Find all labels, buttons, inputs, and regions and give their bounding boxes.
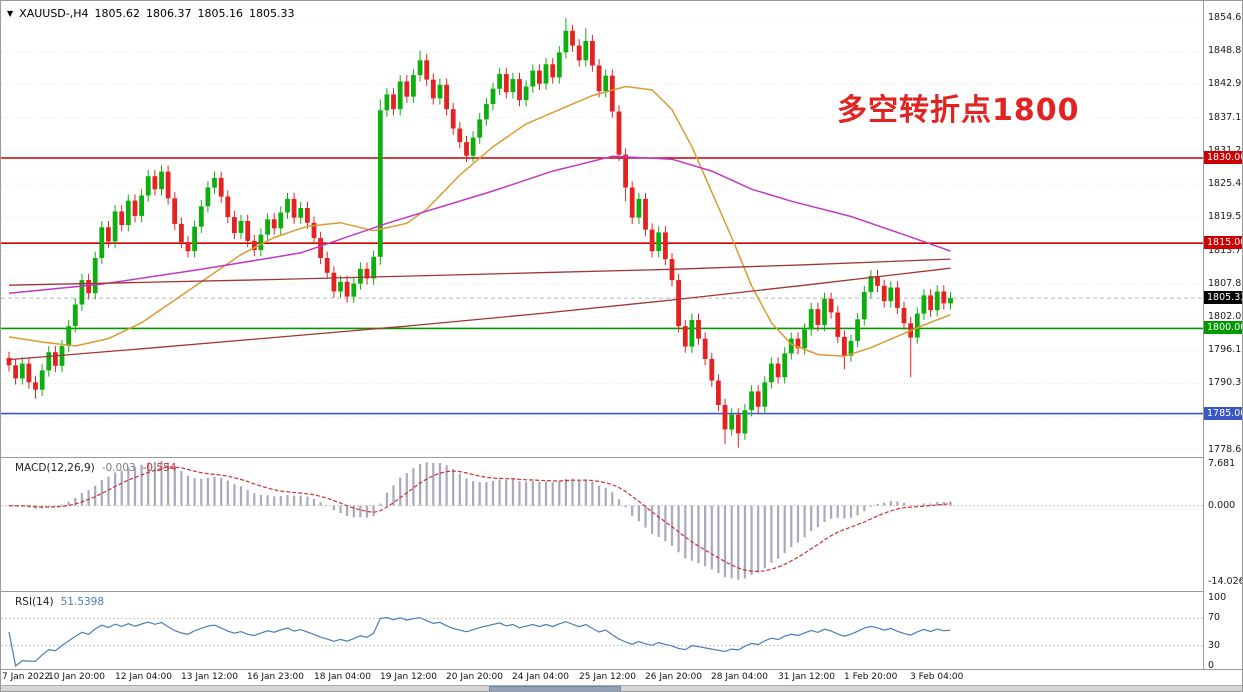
price-tick: 1778.60 [1208,444,1242,455]
time-label: 24 Jan 04:00 [512,672,569,682]
price-tick: 1831.25 [1208,145,1242,156]
price-axis[interactable]: 1854.65 1848.80 1842.95 1837.10 1831.25 1825.… [1203,1,1243,671]
time-label: 12 Jan 04:00 [115,672,172,682]
macd-tick: 7.681 [1208,458,1236,469]
time-label: 7 Jan 2022 [2,672,51,682]
panel-separator[interactable] [1,669,1242,670]
time-label: 28 Jan 04:00 [711,672,768,682]
time-label: 18 Jan 04:00 [314,672,371,682]
symbol-period-label: XAUUSD-,H4 [19,7,89,20]
time-axis[interactable]: 7 Jan 2022 10 Jan 20:00 12 Jan 04:00 13 Jan… [1,670,1203,685]
time-label: 1 Feb 20:00 [844,672,898,682]
price-tick: 1796.15 [1208,344,1242,355]
high-value: 1806.37 [146,7,192,20]
macd-indicator-canvas[interactable] [1,458,1203,591]
low-value: 1805.16 [197,7,244,20]
rsi-tick: 30 [1208,640,1221,651]
annotation-text: 多空转折点1800 [837,93,1080,128]
time-label: 10 Jan 20:00 [48,672,105,682]
price-tick: 1807.85 [1208,278,1242,289]
main-chart-canvas[interactable] [1,1,1203,457]
price-tick: 1825.40 [1208,178,1242,189]
scrollbar-track[interactable] [1,685,1242,691]
rsi-value: 51.5398 [60,596,105,608]
rsi-tick: 100 [1208,592,1227,603]
price-line-label: 1815.00 [1204,236,1242,249]
price-tick: 1790.30 [1208,377,1242,388]
rsi-tick: 70 [1208,612,1221,623]
time-label: 31 Jan 12:00 [778,672,835,682]
price-tick: 1854.65 [1208,12,1242,23]
time-label: 13 Jan 12:00 [181,672,238,682]
close-value: 1805.33 [249,7,295,20]
macd-value-main: -0.003 [101,462,136,474]
ohlc-info-line: ▼ XAUUSD-,H4 1805.62 1806.37 1805.16 180… [7,7,295,20]
collapse-triangle-icon[interactable]: ▼ [7,9,14,18]
price-tick: 1848.80 [1208,45,1242,56]
rsi-label: RSI(14) 51.5398 [15,596,104,608]
time-label: 20 Jan 20:00 [446,672,503,682]
price-line-label: 1785.00 [1204,407,1242,420]
macd-value-signal: -0.554 [142,462,177,474]
price-tick: 1802.00 [1208,311,1242,322]
time-label: 3 Feb 04:00 [910,672,964,682]
rsi-tick: 0 [1208,660,1215,671]
time-label: 25 Jan 12:00 [579,672,636,682]
open-value: 1805.62 [94,7,141,20]
time-label: 26 Jan 20:00 [645,672,702,682]
price-tick: 1842.95 [1208,78,1242,89]
price-tick: 1813.70 [1208,245,1242,256]
price-line-label: 1830.00 [1204,151,1242,164]
panel-separator[interactable] [1,591,1242,592]
macd-tick: 0.000 [1208,500,1236,511]
panel-separator[interactable] [1,457,1242,458]
current-price-label: 1805.33 [1204,291,1242,304]
price-line-label: 1800.00 [1204,321,1242,334]
rsi-name: RSI(14) [15,596,54,608]
price-tick: 1837.10 [1208,112,1242,123]
time-label: 16 Jan 23:00 [247,672,304,682]
time-label: 19 Jan 12:00 [380,672,437,682]
macd-name: MACD(12,26,9) [15,462,95,474]
macd-tick: -14.026 [1208,576,1243,587]
price-tick: 1819.55 [1208,211,1242,222]
macd-label: MACD(12,26,9) -0.003 -0.554 [15,462,176,474]
scrollbar-thumb[interactable] [489,686,621,691]
rsi-indicator-canvas[interactable] [1,592,1203,669]
